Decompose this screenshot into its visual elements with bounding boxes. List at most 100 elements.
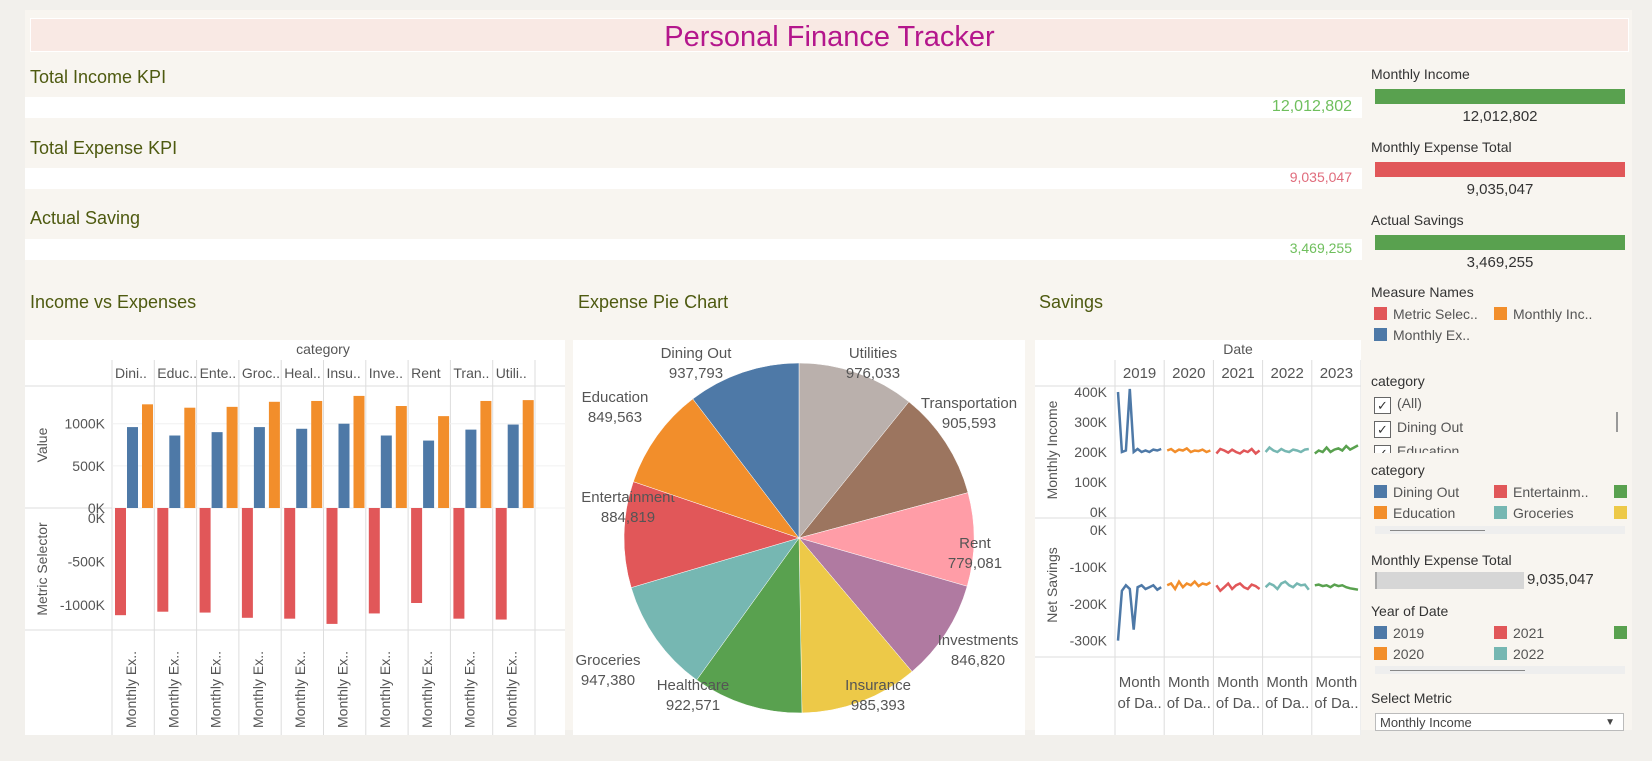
legend-item-metric-selector[interactable]: Metric Selec..: [1374, 306, 1478, 322]
slice-value: 779,081: [948, 555, 1002, 572]
legend-item-insurance[interactable]: [1614, 505, 1633, 521]
y-tick-label: 200K: [1074, 444, 1107, 460]
pie-slice-insurance: [798, 537, 913, 714]
legend-scrollbar[interactable]: [1375, 526, 1625, 534]
legend-item-groceries[interactable]: Groceries: [1494, 505, 1574, 521]
slice-value: 905,593: [942, 415, 996, 432]
kpi-income-bar: 12,012,802: [25, 97, 1362, 118]
slice-label: Transportation: [921, 395, 1017, 412]
pie-slice-utilities: [798, 362, 910, 539]
legend-swatch: [1374, 307, 1387, 320]
y-axis-label: Value: [34, 427, 50, 462]
slice-label: Insurance: [845, 677, 911, 694]
savings-title: Savings: [1039, 292, 1104, 312]
bar-expense: [211, 432, 223, 508]
slice-value: 846,820: [951, 652, 1005, 669]
legend-item-2021[interactable]: 2021: [1494, 625, 1544, 641]
legend-item-2023[interactable]: [1614, 625, 1633, 641]
savings-line-2020: [1166, 579, 1212, 592]
legend-item-education[interactable]: Education: [1374, 505, 1455, 521]
bar-income: [184, 407, 196, 508]
legend-item-2019[interactable]: 2019: [1374, 625, 1424, 641]
pie-slice-groceries: [630, 537, 800, 681]
x-tick-label: Monthly Ex..: [208, 651, 224, 728]
category-label: Inve..: [369, 365, 403, 381]
legend-label: Metric Selec..: [1393, 306, 1478, 322]
select-metric-dropdown[interactable]: Monthly Income ▼: [1375, 713, 1624, 731]
y-tick-label: -300K: [1070, 633, 1108, 649]
legend-item-2020[interactable]: 2020: [1374, 646, 1424, 662]
income-line-2020: [1166, 446, 1211, 454]
x-tick-label: Monthly Ex..: [377, 651, 393, 728]
filter-item-label: Education: [1397, 443, 1460, 453]
savings-line-2023: [1314, 583, 1359, 591]
savings-chart[interactable]: Date 2019 2020 2021 2022 2023 400K 300K 200K 100K…: [1035, 340, 1362, 735]
legend-item-dining-out[interactable]: Dining Out: [1374, 484, 1459, 500]
bar-metric-selector: [284, 508, 296, 619]
bar-metric-selector: [199, 508, 211, 613]
monthly-income-value: 12,012,802: [1462, 108, 1538, 125]
x-label-month: Month: [1119, 674, 1161, 691]
monthly-income-bar[interactable]: [1375, 89, 1625, 104]
category-label: Tran..: [453, 365, 489, 381]
bar-expense: [296, 428, 308, 508]
savings-panel: Date 2019 2020 2021 2022 2023 400K 300K 200K 100K…: [1035, 340, 1362, 735]
bar-expense: [338, 423, 350, 508]
legend-swatch: [1374, 626, 1387, 639]
income-line-2023: [1314, 444, 1359, 455]
legend-label: 2022: [1513, 646, 1545, 662]
x-tick-label: Monthly Ex..: [250, 651, 266, 728]
year-legend-scrollbar[interactable]: [1375, 666, 1625, 674]
x-label-month: Month: [1316, 674, 1358, 691]
x-label-of-date: of Da..: [1314, 695, 1358, 712]
kpi-expense-bar: 9,035,047: [25, 168, 1362, 189]
y-tick-label: 100K: [1074, 474, 1107, 490]
filter-item-dining-out[interactable]: ✓ Dining Out: [1374, 419, 1624, 443]
checkbox-icon[interactable]: ✓: [1374, 421, 1391, 438]
monthly-expense-value: 9,035,047: [1466, 181, 1534, 198]
kpi-income-label: Total Income KPI: [30, 67, 167, 87]
legend-item-healthcare[interactable]: [1614, 484, 1633, 500]
bar-income: [268, 401, 280, 508]
expense-slider-value: 9,035,047: [1527, 571, 1594, 588]
legend-swatch: [1494, 485, 1507, 498]
category-filter-list[interactable]: ✓ (All) ✓ Dining Out ✓ Education: [1374, 395, 1624, 453]
category-label: Rent: [411, 365, 441, 381]
filter-item-all[interactable]: ✓ (All): [1374, 395, 1624, 419]
filter-item-education[interactable]: ✓ Education: [1374, 443, 1624, 453]
expense-pie-panel: Utilities 976,033 Transportation 905,593 Ren…: [573, 340, 1025, 735]
x-tick-label: Monthly Ex..: [292, 651, 308, 728]
expense-pie-chart[interactable]: Utilities 976,033 Transportation 905,593 Ren…: [573, 340, 1025, 735]
category-label: Heal..: [284, 365, 321, 381]
filter-scrollbar[interactable]: [1616, 412, 1618, 432]
legend-item-monthly-income[interactable]: Monthly Inc..: [1494, 306, 1592, 322]
expense-range-slider[interactable]: [1375, 572, 1524, 589]
bar-income: [395, 406, 407, 508]
income-vs-expenses-title: Income vs Expenses: [30, 292, 197, 312]
y-tick-label: -500K: [68, 554, 106, 570]
actual-savings-bar[interactable]: [1375, 235, 1625, 250]
checkbox-icon[interactable]: ✓: [1374, 397, 1391, 414]
bar-expense: [127, 427, 138, 508]
checkbox-icon[interactable]: ✓: [1374, 445, 1391, 453]
income-line-2021: [1215, 447, 1261, 456]
legend-label: Monthly Ex..: [1393, 327, 1471, 343]
slice-label: Groceries: [575, 652, 640, 669]
kpi-expense-label: Total Expense KPI: [30, 138, 178, 158]
bar-expense: [169, 435, 181, 508]
legend-item-entertainment[interactable]: Entertainm..: [1494, 484, 1588, 500]
bar-metric-selector: [495, 508, 507, 620]
legend-item-2022[interactable]: 2022: [1494, 646, 1544, 662]
kpi-income-value: 12,012,802: [1271, 98, 1352, 115]
year-legend-title: Year of Date: [1371, 603, 1449, 619]
x-tick-label: Monthly Ex..: [461, 651, 477, 728]
x-tick-label: Monthly Ex..: [335, 651, 351, 728]
legend-swatch: [1494, 626, 1507, 639]
income-vs-expenses-chart[interactable]: category Dini.. Educ.. Ente.. Groc.. Heal.. In…: [25, 340, 565, 735]
monthly-expense-bar[interactable]: [1375, 162, 1625, 177]
y-axis-label: Net Savings: [1044, 547, 1060, 622]
pie-slice-investments: [798, 537, 968, 672]
pie-slice-education: [633, 398, 800, 539]
legend-swatch: [1374, 328, 1387, 341]
legend-item-monthly-expense[interactable]: Monthly Ex..: [1374, 327, 1470, 343]
